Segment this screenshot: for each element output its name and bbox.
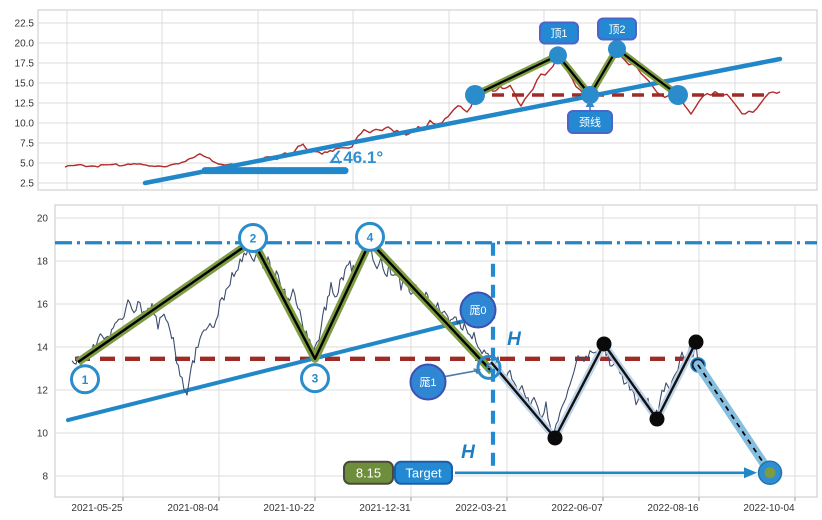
wave-point-number: 2 — [250, 231, 257, 245]
target-name-badge[interactable] — [394, 460, 453, 485]
y-tick-label: 15.0 — [15, 79, 35, 90]
annotation-badge-label: 顶1 — [550, 27, 567, 40]
annotation-badge-label: 颈线 — [579, 115, 601, 129]
x-tick-label: 2022-08-16 — [647, 503, 699, 514]
sell-pointer-line — [441, 369, 479, 378]
top-pattern-dot[interactable] — [549, 46, 567, 65]
annotation-badge[interactable] — [539, 21, 579, 45]
breakout-dot[interactable] — [596, 336, 612, 352]
y-tick-label: 20 — [37, 214, 49, 225]
sell-badge[interactable] — [409, 363, 447, 401]
angle-label: ∡46.1° — [328, 148, 383, 167]
sell-badge-label: 厖1 — [419, 376, 436, 389]
y-tick-label: 10.0 — [15, 119, 35, 130]
target-arrowhead — [744, 467, 757, 479]
y-tick-label: 12.5 — [15, 99, 35, 110]
sell-pointer-arrowhead — [473, 368, 481, 375]
x-tick-label: 2022-06-07 — [551, 503, 603, 514]
breakout-dot[interactable] — [649, 411, 665, 427]
h-measure-label-2: H — [461, 442, 476, 463]
target-marker-inner — [764, 467, 776, 479]
annotation-badge[interactable] — [597, 17, 637, 41]
y-tick-label: 5.0 — [20, 159, 34, 170]
y-tick-label: 18 — [37, 257, 49, 268]
wave-point-number: 3 — [312, 372, 319, 386]
y-tick-label: 2.5 — [20, 179, 34, 190]
top-pattern-dot[interactable] — [608, 40, 626, 58]
y-tick-label: 20.0 — [15, 39, 35, 50]
sell-badge[interactable] — [459, 291, 497, 329]
y-tick-label: 8 — [42, 472, 48, 483]
target-price-badge[interactable] — [343, 460, 394, 485]
x-tick-label: 2021-12-31 — [359, 503, 411, 514]
top-trendline — [142, 56, 783, 186]
top-price-line — [64, 52, 781, 168]
y-tick-label: 22.5 — [15, 19, 35, 30]
target-price-label: 8.15 — [356, 465, 381, 480]
x-tick-label: 2022-10-04 — [743, 503, 795, 514]
wave-point-number: 5 — [486, 361, 493, 375]
sell-badge-label: 厖0 — [469, 304, 486, 317]
neckline-arrowhead — [585, 99, 595, 107]
y-tick-label: 10 — [37, 429, 49, 440]
x-tick-label: 2021-08-04 — [167, 503, 219, 514]
annotation-badge[interactable] — [567, 110, 613, 134]
wave-point-circle-5[interactable] — [476, 354, 502, 380]
annotation-badge-label: 顶2 — [608, 23, 625, 36]
panel-bottom — [54, 204, 818, 498]
x-tick-label: 2021-10-22 — [263, 503, 315, 514]
y-tick-label: 7.5 — [20, 139, 34, 150]
bottom-pattern-core — [77, 239, 493, 373]
bottom-trendline — [66, 317, 474, 423]
top-pattern-dot[interactable] — [668, 85, 688, 105]
wave-point-circle-2[interactable] — [238, 222, 268, 253]
y-tick-label: 17.5 — [15, 59, 35, 70]
wave-point-circle-3[interactable] — [300, 363, 330, 394]
projection-dashed-core — [697, 364, 771, 474]
target-name-label: Target — [405, 465, 442, 480]
wave-point-circle-1[interactable] — [70, 364, 100, 395]
breakout-dot[interactable] — [688, 334, 704, 350]
y-tick-label: 14 — [37, 343, 49, 354]
y-tick-label: 12 — [37, 386, 49, 397]
wave-point-number: 4 — [367, 230, 374, 244]
breakout-dot[interactable] — [547, 430, 563, 446]
wave-point-number: 1 — [82, 373, 89, 387]
panel-top — [37, 9, 818, 191]
h-measure-label-1: H — [507, 329, 522, 350]
x-tick-label: 2021-05-25 — [71, 503, 123, 514]
wave-point-circle-4[interactable] — [355, 221, 385, 252]
y-tick-label: 16 — [37, 300, 49, 311]
top-pattern-dot[interactable] — [465, 85, 485, 105]
top-pattern-dot[interactable] — [581, 86, 599, 104]
x-tick-label: 2022-03-21 — [455, 503, 507, 514]
